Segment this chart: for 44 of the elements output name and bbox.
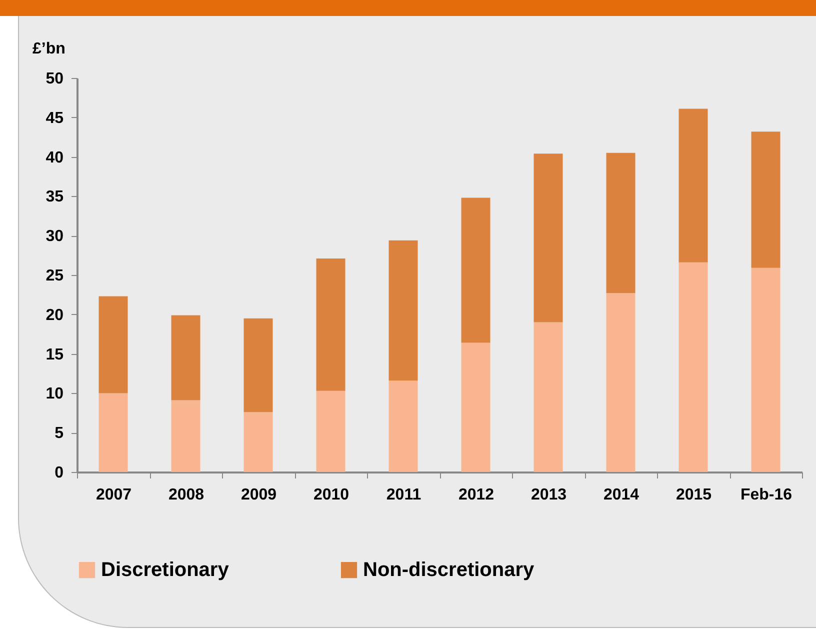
y-tick-label: 35 [46, 188, 64, 206]
bar [606, 293, 636, 472]
bar [98, 393, 128, 472]
y-tick-label: 30 [46, 228, 64, 246]
x-tick-label: 2007 [96, 486, 132, 504]
bar [244, 412, 273, 472]
y-tick-label: 20 [46, 306, 64, 324]
legend-label: Non-discretionary [363, 559, 536, 581]
legend-label: Discretionary [101, 559, 230, 581]
bar [606, 152, 636, 294]
bar [316, 390, 346, 472]
bar [678, 108, 708, 262]
x-tick-label: 2012 [458, 486, 494, 504]
y-tick-label: 15 [46, 346, 64, 364]
y-tick-label: 40 [46, 149, 64, 166]
bar [388, 380, 418, 472]
y-tick-label: 0 [54, 464, 64, 482]
y-tick-label: 25 [46, 268, 64, 284]
bar [678, 262, 708, 472]
bar [534, 154, 563, 322]
x-tick-label: 2011 [386, 486, 422, 504]
bar [98, 296, 128, 394]
x-tick-label: 2014 [603, 486, 640, 504]
bar [171, 400, 200, 472]
x-tick-label: 2008 [168, 486, 204, 504]
bar [751, 268, 780, 472]
y-tick-label: 45 [46, 110, 64, 127]
y-axis-title: £’bn [32, 40, 66, 58]
y-tick-label: 10 [46, 386, 64, 403]
bar [461, 198, 490, 343]
bar [316, 258, 346, 391]
y-tick-label: 5 [54, 425, 64, 442]
bar [388, 240, 418, 381]
x-tick-label: 2010 [313, 486, 350, 504]
x-tick-label: 2013 [530, 486, 567, 504]
bar [244, 318, 273, 412]
bar [461, 342, 490, 472]
bar [751, 132, 780, 268]
y-tick-label: 50 [46, 70, 64, 88]
x-tick-label: Feb-16 [740, 486, 792, 504]
x-tick-label: 2009 [240, 486, 277, 504]
x-tick-label: 2015 [676, 486, 712, 504]
bar [171, 315, 200, 400]
bar [534, 322, 563, 472]
